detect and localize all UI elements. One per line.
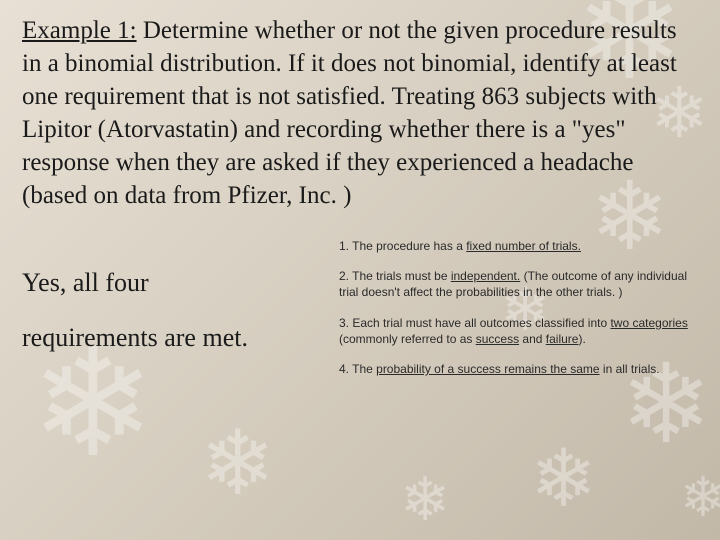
req1-underline: fixed number of trials. bbox=[466, 239, 581, 253]
example-text: Determine whether or not the given proce… bbox=[22, 17, 677, 209]
req3-underline-2: success bbox=[476, 332, 519, 346]
answer-block: Yes, all four requirements are met. bbox=[22, 256, 322, 365]
req3-pre: 3. Each trial must have all outcomes cla… bbox=[339, 316, 610, 330]
slide-content: Example 1: Determine whether or not the … bbox=[0, 0, 720, 230]
example-label: Example 1: bbox=[22, 17, 137, 44]
answer-line-2: requirements are met. bbox=[22, 311, 322, 366]
req3-mid: (commonly referred to as bbox=[339, 332, 476, 346]
req4-post: in all trials. bbox=[600, 362, 660, 376]
example-paragraph: Example 1: Determine whether or not the … bbox=[22, 14, 694, 212]
requirement-4: 4. The probability of a success remains … bbox=[339, 361, 694, 377]
snowflake-icon: ❄ bbox=[400, 470, 450, 530]
requirement-2: 2. The trials must be independent. (The … bbox=[339, 268, 694, 300]
req2-underline: independent. bbox=[451, 269, 520, 283]
requirements-list: 1. The procedure has a fixed number of t… bbox=[339, 238, 694, 391]
snowflake-icon: ❄ bbox=[680, 470, 720, 525]
requirement-1: 1. The procedure has a fixed number of t… bbox=[339, 238, 694, 254]
req3-underline-3: failure bbox=[546, 332, 579, 346]
req3-post: ). bbox=[578, 332, 585, 346]
answer-line-1: Yes, all four bbox=[22, 256, 322, 311]
req4-pre: 4. The bbox=[339, 362, 376, 376]
req2-pre: 2. The trials must be bbox=[339, 269, 451, 283]
req4-underline: probability of a success remains the sam… bbox=[376, 362, 599, 376]
req3-underline: two categories bbox=[610, 316, 687, 330]
req1-pre: 1. The procedure has a bbox=[339, 239, 466, 253]
snowflake-icon: ❄ bbox=[530, 440, 597, 520]
snowflake-icon: ❄ bbox=[200, 420, 275, 510]
requirement-3: 3. Each trial must have all outcomes cla… bbox=[339, 315, 694, 347]
req3-mid2: and bbox=[519, 332, 546, 346]
